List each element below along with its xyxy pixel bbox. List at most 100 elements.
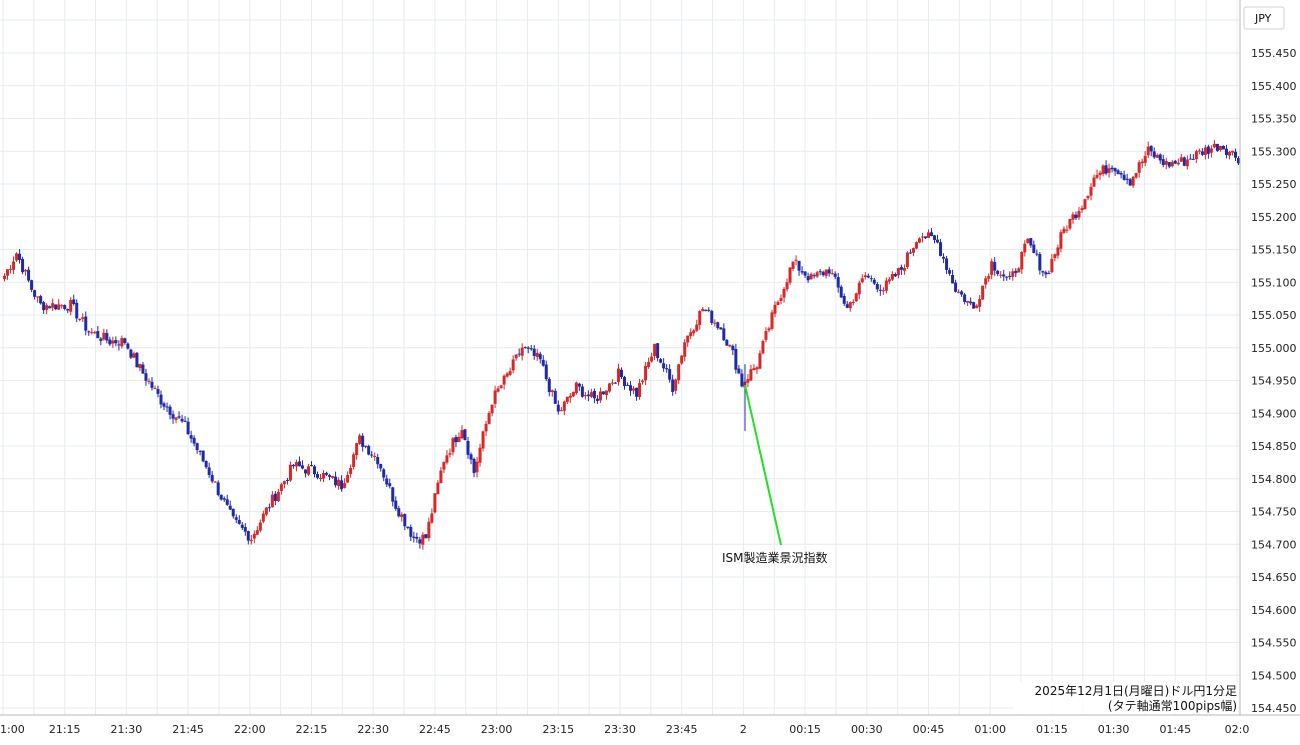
candle-up <box>779 298 783 301</box>
candle-up <box>641 380 645 383</box>
x-tick-label: 01:15 <box>1036 723 1068 736</box>
candle-down <box>84 316 88 331</box>
candle-down <box>875 284 879 290</box>
x-tick-label: 22:00 <box>234 723 266 736</box>
candle-down <box>626 384 630 386</box>
candle-down <box>313 466 317 475</box>
candle-down <box>210 474 214 482</box>
x-tick-label: 22:45 <box>419 723 451 736</box>
candle-down <box>1041 271 1045 273</box>
candle-up <box>451 438 455 453</box>
candle-down <box>403 514 407 527</box>
candle-down <box>1221 145 1225 150</box>
candle-down <box>334 476 338 486</box>
candle-down <box>328 475 332 477</box>
candle-up <box>761 341 765 354</box>
candle-down <box>629 385 633 391</box>
candle-up <box>57 304 61 310</box>
candle-up <box>683 342 687 357</box>
candle-down <box>1074 214 1078 219</box>
candle-up <box>514 354 518 359</box>
candle-down <box>963 294 967 302</box>
candle-up <box>1059 232 1063 249</box>
candle-down <box>656 343 660 359</box>
candle-down <box>66 309 70 311</box>
candle-down <box>620 369 623 378</box>
candle-up <box>674 379 678 391</box>
candle-down <box>297 461 301 467</box>
candle-down <box>382 469 386 478</box>
candle-up <box>604 390 608 396</box>
x-tick-label: 00:15 <box>789 723 821 736</box>
x-tick-label: 22:15 <box>296 723 328 736</box>
candle-down <box>553 390 557 404</box>
candle-up <box>427 521 431 539</box>
candle-up <box>120 337 124 347</box>
candle-down <box>391 487 395 502</box>
candle-down <box>1152 151 1156 158</box>
candle-up <box>1227 151 1231 156</box>
x-tick-label: 23:15 <box>542 723 574 736</box>
candle-up <box>445 455 449 463</box>
candle-up <box>978 299 982 307</box>
candle-up <box>550 390 554 393</box>
y-tick-label: 155.250 <box>1251 178 1297 191</box>
candle-down <box>463 429 467 441</box>
candle-up <box>782 288 786 298</box>
candle-up <box>502 375 506 385</box>
candle-down <box>893 274 897 277</box>
candle-up <box>1194 151 1198 160</box>
candle-up <box>881 290 885 292</box>
candle-up <box>400 514 404 518</box>
candle-up <box>1017 268 1021 273</box>
candle-down <box>635 387 639 397</box>
candle-up <box>439 470 443 484</box>
candle-down <box>30 280 34 290</box>
candle-down <box>123 338 127 343</box>
candle-down <box>908 252 912 254</box>
candle-up <box>911 248 915 253</box>
candle-down <box>316 474 320 478</box>
candle-up <box>1083 199 1087 210</box>
candle-up <box>610 382 614 384</box>
candle-up <box>1053 254 1057 259</box>
candle-down <box>54 304 58 310</box>
candle-up <box>15 253 19 261</box>
candle-up <box>966 300 970 303</box>
candle-up <box>890 273 894 280</box>
candle-up <box>1056 247 1060 256</box>
candle-down <box>418 539 422 544</box>
candle-up <box>294 462 298 467</box>
candle-down <box>722 328 726 341</box>
candle-down <box>240 524 244 528</box>
candle-up <box>1080 208 1084 211</box>
candle-down <box>659 359 663 363</box>
candle-up <box>51 303 55 308</box>
candle-down <box>1128 179 1132 186</box>
annotation-line <box>744 384 782 546</box>
candle-down <box>192 437 196 444</box>
candle-up <box>686 335 690 343</box>
candle-up <box>1134 173 1138 178</box>
candle-up <box>815 272 819 277</box>
candle-up <box>583 395 587 397</box>
candle-up <box>484 423 488 432</box>
candle-down <box>623 376 627 386</box>
candle-up <box>574 382 578 394</box>
candle-down <box>376 457 380 465</box>
candle-down <box>1173 160 1177 164</box>
y-axis-ticks: 155.450 155.400 155.350 155.300 155.250 155.2… <box>1251 47 1297 715</box>
candle-up <box>478 447 482 463</box>
candle-down <box>21 258 25 273</box>
candle-up <box>559 410 563 412</box>
candle-down <box>1200 151 1204 155</box>
candle-down <box>719 327 723 330</box>
candle-down <box>821 271 825 276</box>
candle-down <box>716 322 720 329</box>
candle-up <box>607 383 611 392</box>
x-tick-label: 23:45 <box>666 723 698 736</box>
candle-up <box>1011 271 1015 277</box>
candle-down <box>529 348 533 350</box>
candle-down <box>237 519 241 524</box>
candle-down <box>141 364 145 374</box>
